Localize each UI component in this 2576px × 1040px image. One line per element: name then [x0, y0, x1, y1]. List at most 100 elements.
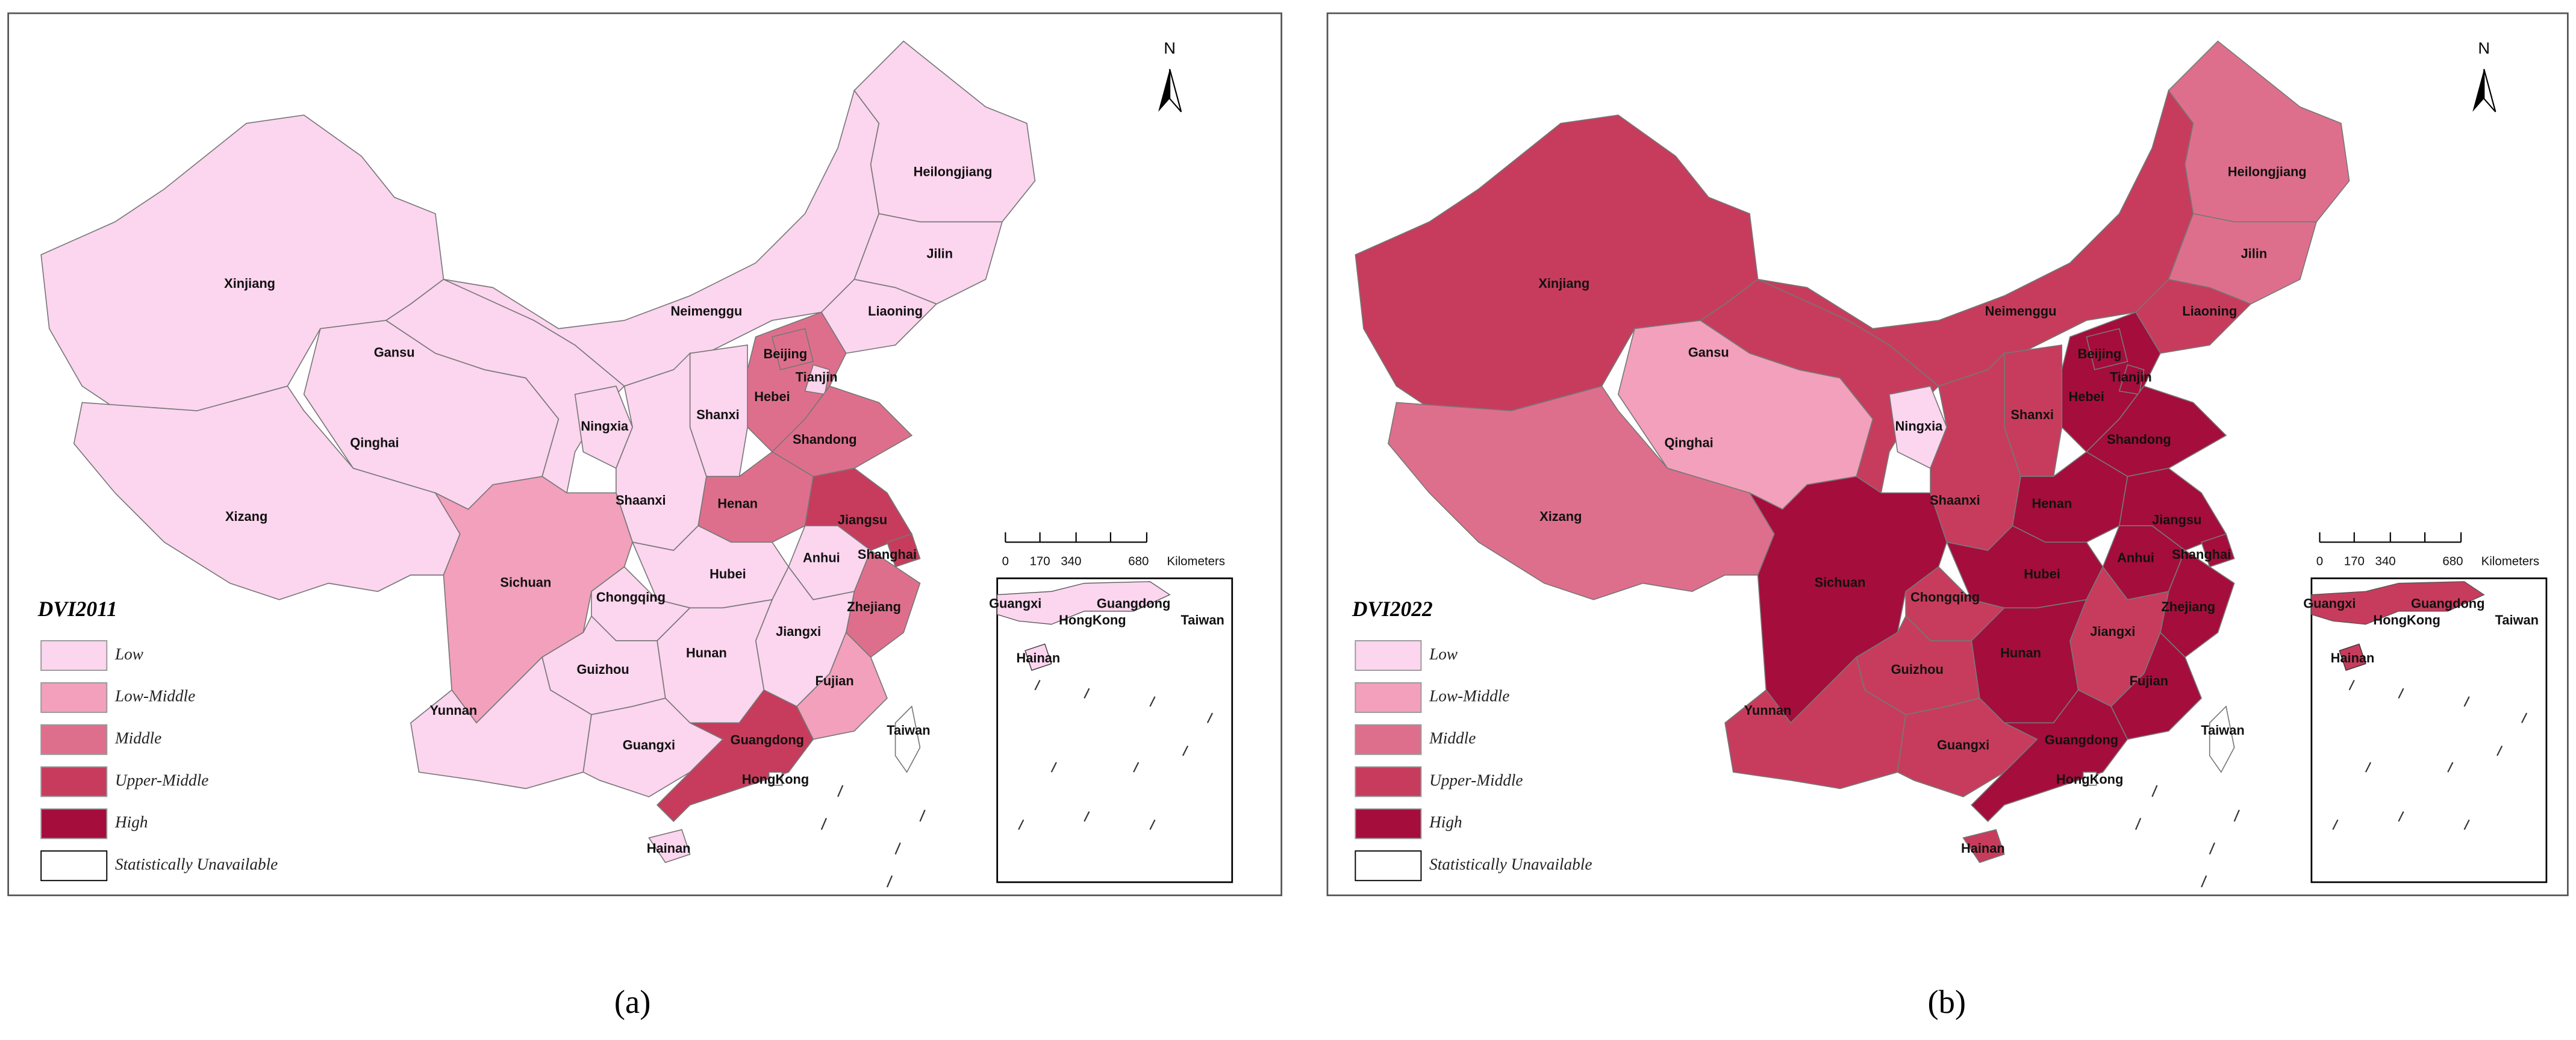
inset-label: Guangdong — [1097, 596, 1170, 611]
inset-islet — [2348, 679, 2355, 691]
legend-label: Low — [1429, 645, 1458, 663]
province-label: Guizhou — [1891, 662, 1944, 677]
province-label: Jilin — [926, 246, 953, 261]
province — [2209, 705, 2235, 773]
islet — [820, 818, 828, 830]
province-label: Heilongjiang — [914, 164, 993, 179]
legend-swatch — [1355, 808, 1422, 839]
province-label: Guizhou — [576, 662, 629, 677]
inset-islet — [2332, 819, 2339, 830]
province-label: Hebei — [754, 389, 790, 404]
province — [894, 705, 921, 773]
inset-islet — [1084, 688, 1090, 699]
scale-label: 170 — [1030, 554, 1050, 568]
province-label: Jiangxi — [776, 624, 821, 639]
inset-islet — [2521, 712, 2528, 723]
inset-label: Guangdong — [2411, 596, 2484, 611]
province-label: Hainan — [1961, 841, 2005, 856]
province — [2201, 533, 2235, 568]
inset-coast — [997, 581, 1171, 625]
province — [772, 328, 814, 370]
islet — [2135, 818, 2142, 830]
province-label: Anhui — [803, 550, 840, 565]
legend-swatch — [40, 724, 108, 755]
legend-label: High — [1429, 813, 1462, 831]
province-label: Gansu — [1688, 344, 1729, 360]
scale-label: 340 — [2375, 554, 2396, 568]
inset-label: Hainan — [2331, 650, 2375, 665]
province — [648, 829, 691, 864]
province-label: Hubei — [709, 567, 746, 582]
inset-islet — [2398, 688, 2404, 699]
legend-swatch — [40, 808, 108, 839]
legend-swatch — [1355, 766, 1422, 797]
inset-islet — [1133, 762, 1140, 773]
province-label: Chongqing — [596, 590, 666, 605]
province-label: Zhejiang — [847, 599, 901, 614]
legend-label: Statistically Unavailable — [115, 855, 278, 873]
province-label: Jiangsu — [2152, 512, 2201, 528]
province-label: Qinghai — [350, 435, 399, 450]
province-label: Xinjiang — [224, 276, 275, 291]
province — [886, 533, 921, 568]
province-label: Shanghai — [2172, 547, 2231, 562]
province-label: Hunan — [2000, 646, 2041, 661]
north-arrow — [2472, 69, 2484, 112]
province — [1962, 829, 2005, 864]
province-label: Shandong — [793, 432, 857, 447]
province-label: Jiangxi — [2090, 624, 2135, 639]
legend-label: Middle — [1429, 729, 1476, 747]
inset-label: HongKong — [1059, 612, 1126, 627]
province-label: Tianjin — [2110, 369, 2152, 384]
north-label: N — [2478, 39, 2490, 57]
province-label: Fujian — [2130, 673, 2168, 688]
legend-swatch — [40, 640, 108, 671]
map-panel: Xinjiang Xizang Qinghai Gansu Neimenggu Heilo… — [37, 39, 1233, 1020]
legend-title: DVI2011 — [37, 597, 117, 621]
province-label: Sichuan — [500, 574, 551, 590]
inset-islet — [2398, 811, 2404, 822]
inset-islet — [2463, 696, 2470, 707]
legend-label: Upper-Middle — [115, 771, 208, 789]
province-label: Hubei — [2024, 567, 2060, 582]
scale-label: 340 — [1061, 554, 1081, 568]
province-label: Hainan — [647, 841, 691, 856]
province-label: Guangxi — [1937, 737, 1989, 752]
province-label: Jiangsu — [838, 512, 887, 528]
province-label: Shaanxi — [1930, 493, 1980, 508]
province-label: Beijing — [2078, 346, 2122, 361]
scale-label: 680 — [2442, 554, 2463, 568]
province-label: Taiwan — [2201, 723, 2244, 738]
inset-islet — [1149, 819, 1156, 830]
province — [853, 40, 1036, 223]
province-label: Neimenggu — [671, 304, 743, 319]
province-label: Ningxia — [581, 419, 629, 434]
inset-label: Taiwan — [1180, 612, 1224, 627]
legend-swatch — [1355, 682, 1422, 713]
inset-islet — [1182, 746, 1189, 756]
islet — [2151, 785, 2158, 797]
province — [2082, 771, 2097, 786]
province-label: Ningxia — [1895, 419, 1944, 434]
province-label: Shanxi — [696, 407, 740, 422]
province-label: Sichuan — [1815, 574, 1866, 590]
legend-swatch — [40, 766, 108, 797]
scale-label: 680 — [1128, 554, 1149, 568]
province-label: Chongqing — [1910, 590, 1980, 605]
inset-islet — [2365, 762, 2372, 773]
legend-label: High — [114, 813, 148, 831]
province-label: Liaoning — [2182, 304, 2237, 319]
province-label: Hebei — [2068, 389, 2104, 404]
province-label: Liaoning — [868, 304, 923, 319]
province-label: Beijing — [763, 346, 807, 361]
legend-label: Low-Middle — [114, 687, 195, 705]
inset-islet — [1149, 696, 1156, 707]
legend-swatch — [1355, 724, 1422, 755]
scale-label: 0 — [2316, 554, 2323, 568]
panel-caption: (b) — [1927, 983, 1966, 1020]
scale-label: Kilometers — [1167, 554, 1225, 568]
province-label: Neimenggu — [1985, 304, 2057, 319]
inset-islet — [2447, 762, 2454, 773]
province-label: Henan — [2032, 496, 2072, 511]
islet — [2209, 842, 2215, 855]
